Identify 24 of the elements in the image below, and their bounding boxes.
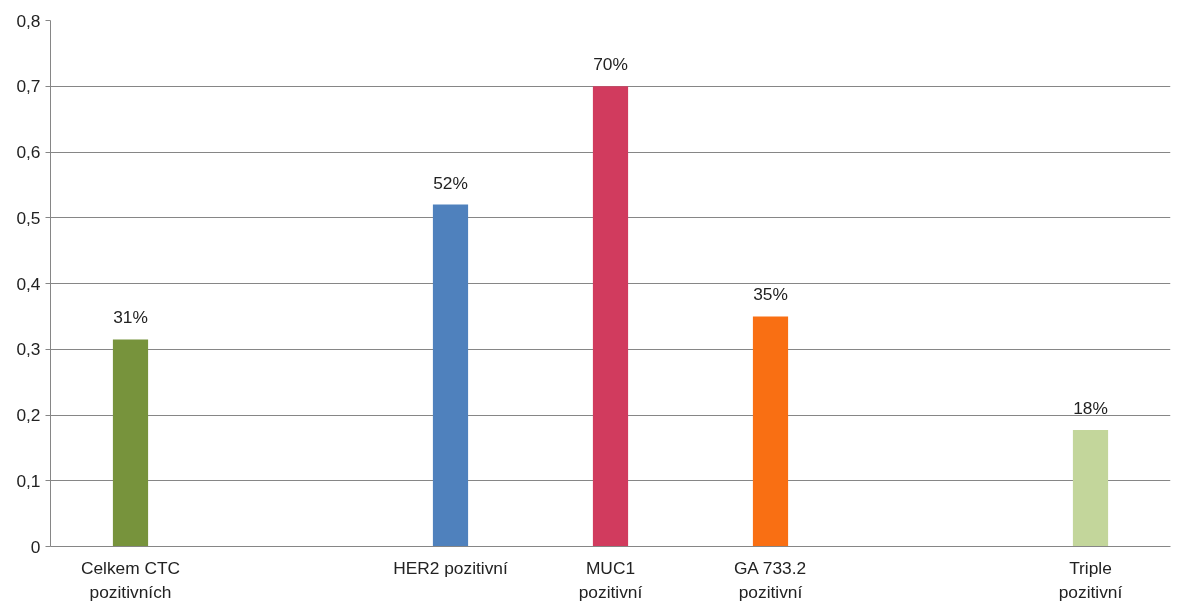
y-tick-label: 0,1: [16, 470, 41, 491]
y-tick-label: 0: [30, 536, 41, 557]
y-tick-label: 0,5: [16, 207, 41, 228]
data-label: 31%: [113, 307, 148, 328]
x-tick-label: Celkem CTC pozitivních: [80, 557, 181, 602]
x-tick-label: GA 733.2 pozitivní: [733, 557, 807, 602]
y-tick-label: 0,8: [16, 10, 41, 31]
y-tick-label: 0,7: [16, 76, 41, 97]
x-tick-label: MUC1 pozitivní: [578, 557, 643, 602]
bar: [752, 316, 789, 547]
y-tick-label: 0,3: [16, 339, 41, 360]
bar: [432, 204, 469, 547]
bar: [112, 339, 149, 547]
y-tick-label: 0,4: [16, 273, 41, 294]
x-tick-label: HER2 pozitivní: [393, 557, 508, 578]
bar: [592, 86, 629, 547]
bar: [1072, 430, 1109, 547]
data-label: 52%: [433, 172, 468, 193]
data-label: 70%: [593, 54, 628, 75]
y-tick-label: 0,2: [16, 405, 41, 425]
data-label: 35%: [753, 284, 788, 305]
y-tick-label: 0,6: [16, 142, 41, 162]
data-label: 18%: [1073, 398, 1108, 419]
x-tick-label: Triple pozitivní: [1058, 557, 1123, 602]
